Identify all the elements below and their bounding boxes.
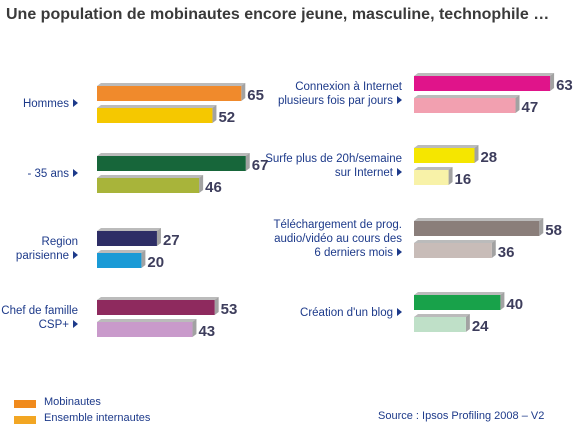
bar-connexion-internet-plusieurs-fois-par-jours-mobinautes — [414, 73, 555, 91]
value-label-connexion-internet-plusieurs-fois-par-jours-mobinautes: 63 — [556, 77, 573, 94]
category-label-cr-ation-d-un-blog: Création d'un blog — [132, 306, 402, 320]
caret-right-icon — [73, 99, 78, 107]
value-label-surfe-plus-de-20h-semaine-sur-internet-ensemble: 16 — [455, 171, 472, 188]
bar-surfe-plus-de-20h-semaine-sur-internet-mobinautes — [414, 145, 479, 163]
category-label-line: sur Internet — [334, 167, 393, 179]
category-label-region-parisienne: Region parisienne — [0, 235, 78, 263]
category-label-line: Création d'un blog — [300, 307, 393, 319]
legend-label-mobinautes: Mobinautes — [44, 396, 101, 408]
category-label-line: Connexion à Internet — [295, 81, 402, 93]
legend-label-ensemble: Ensemble internautes — [44, 412, 151, 424]
value-label-region-parisienne-mobinautes: 27 — [163, 232, 180, 249]
bar-chef-de-famille-csp-ensemble — [97, 319, 197, 337]
category-label-connexion-internet-plusieurs-fois-par-jours: Connexion à Internet plusieurs fois par j… — [132, 80, 402, 108]
value-label-cr-ation-d-un-blog-ensemble: 24 — [472, 318, 489, 335]
caret-right-icon — [73, 169, 78, 177]
category-label-line: Hommes — [22, 98, 69, 110]
bar-35-ans-mobinautes — [97, 153, 250, 171]
bar-cr-ation-d-un-blog-mobinautes — [414, 292, 505, 310]
caret-right-icon — [397, 308, 402, 316]
bar-connexion-internet-plusieurs-fois-par-jours-ensemble — [414, 95, 520, 113]
category-label-line: Region — [41, 236, 78, 248]
caret-right-icon — [397, 168, 402, 176]
value-label-hommes-mobinautes: 65 — [247, 87, 264, 104]
value-label-chef-de-famille-csp-mobinautes: 53 — [221, 301, 238, 318]
category-label-line: Téléchargement de prog. — [273, 219, 403, 231]
value-label-35-ans-ensemble: 46 — [205, 179, 222, 196]
category-label-35-ans: - 35 ans — [0, 167, 78, 181]
bar-hommes-mobinautes — [97, 83, 246, 101]
source-note: Source : Ipsos Profiling 2008 – V2 — [378, 410, 545, 422]
category-label-surfe-plus-de-20h-semaine-sur-internet: Surfe plus de 20h/semaine sur Internet — [132, 152, 402, 180]
category-label-line: Surfe plus de 20h/semaine — [265, 153, 402, 165]
legend-swatch-mobinautes — [14, 400, 36, 408]
value-label-surfe-plus-de-20h-semaine-sur-internet-mobinautes: 28 — [480, 149, 497, 166]
bar-hommes-ensemble — [97, 105, 217, 123]
legend-swatch-ensemble — [14, 416, 36, 424]
category-label-line: audio/vidéo au cours des — [274, 233, 402, 245]
value-label-cr-ation-d-un-blog-mobinautes: 40 — [506, 296, 523, 313]
value-label-t-l-chargement-de-prog-audio-vid-o-au-cours-des-6-derniers-mois-mobinautes: 58 — [545, 222, 562, 239]
bar-chef-de-famille-csp-mobinautes — [97, 297, 219, 315]
bar-region-parisienne-mobinautes — [97, 228, 161, 246]
chart-title: Une population de mobinautes encore jeun… — [6, 6, 550, 23]
value-label-connexion-internet-plusieurs-fois-par-jours-ensemble: 47 — [522, 99, 539, 116]
category-label-line: parisienne — [15, 250, 69, 262]
category-label-line: 6 derniers mois — [314, 247, 393, 259]
category-label-line: plusieurs fois par jours — [277, 95, 393, 107]
value-label-chef-de-famille-csp-ensemble: 43 — [198, 323, 215, 340]
bar-35-ans-ensemble — [97, 175, 204, 193]
bar-t-l-chargement-de-prog-audio-vid-o-au-cours-des-6-derniers-mois-ensemble — [414, 240, 496, 258]
bar-cr-ation-d-un-blog-ensemble — [414, 314, 470, 332]
bar-region-parisienne-ensemble — [97, 250, 146, 268]
caret-right-icon — [73, 320, 78, 328]
value-label-t-l-chargement-de-prog-audio-vid-o-au-cours-des-6-derniers-mois-ensemble: 36 — [498, 244, 515, 261]
caret-right-icon — [397, 248, 402, 256]
caret-right-icon — [397, 96, 402, 104]
category-label-chef-de-famille-csp: Chef de famille CSP+ — [0, 304, 78, 332]
category-label-line: CSP+ — [38, 319, 69, 331]
value-label-region-parisienne-ensemble: 20 — [147, 254, 164, 271]
category-label-hommes: Hommes — [0, 97, 78, 111]
category-label-line: - 35 ans — [27, 168, 69, 180]
value-label-hommes-ensemble: 52 — [218, 109, 235, 126]
category-label-t-l-chargement-de-prog-audio-vid-o-au-cours-des-6-derniers-mois: Téléchargement de prog. audio/vidéo au co… — [132, 218, 402, 260]
value-label-35-ans-mobinautes: 67 — [252, 157, 269, 174]
bar-surfe-plus-de-20h-semaine-sur-internet-ensemble — [414, 167, 453, 185]
caret-right-icon — [73, 251, 78, 259]
bar-t-l-chargement-de-prog-audio-vid-o-au-cours-des-6-derniers-mois-mobinautes — [414, 218, 544, 236]
category-label-line: Chef de famille — [1, 305, 78, 317]
